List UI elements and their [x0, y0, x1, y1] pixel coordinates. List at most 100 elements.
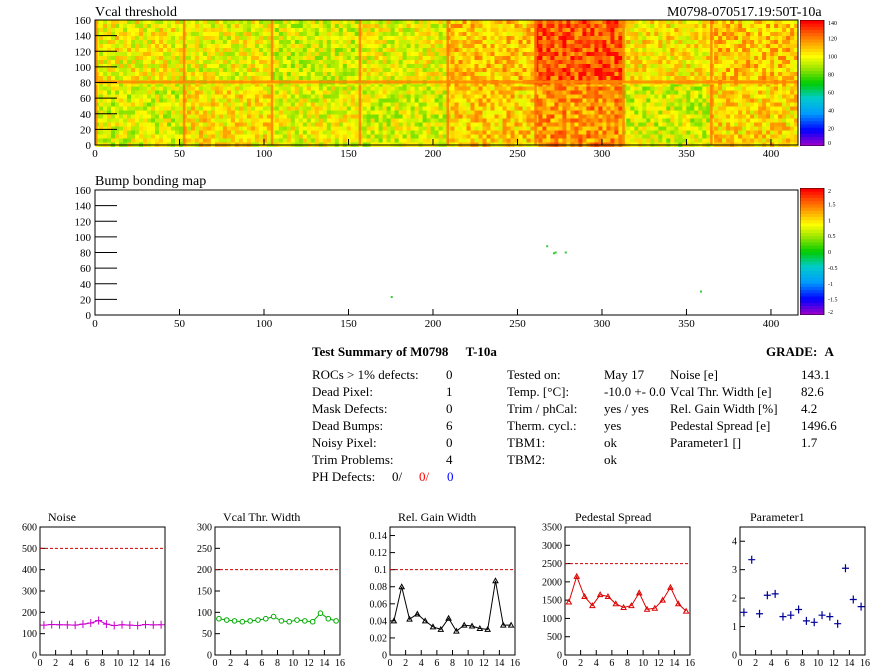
heat1-cell [230, 82, 236, 87]
heat1-cell [175, 52, 180, 57]
heat1-cell [474, 60, 479, 65]
heat1-cell [163, 68, 168, 73]
heat1-cell [115, 82, 120, 87]
heat1-cell [286, 98, 292, 103]
heat1-cell [518, 106, 523, 111]
heat1-cell [414, 52, 419, 57]
heat1-cell [658, 138, 663, 143]
heat1-cell [702, 24, 707, 29]
heat1-cell [242, 110, 248, 115]
heat1-cell [274, 134, 280, 139]
heat1-cell [123, 28, 128, 33]
heat1-cell [438, 114, 443, 119]
heat1-cell [163, 48, 168, 53]
heat1-cell [326, 90, 332, 95]
heat1-cell [322, 36, 328, 41]
heat1-cell [542, 44, 547, 49]
heat1-cell [606, 24, 611, 29]
heat1-cell [558, 118, 563, 123]
heat1-cell [334, 82, 340, 87]
heat1-cell [370, 134, 375, 139]
heat1-cell [754, 114, 759, 119]
heat1-cell [123, 60, 128, 65]
heat1-cell [578, 72, 583, 77]
heat1-cell [414, 48, 419, 53]
heat1-cell [762, 114, 767, 119]
heat1-cell [666, 82, 671, 87]
heat1-cell [298, 24, 304, 29]
heat1-cell [654, 110, 659, 115]
heat1-cell [274, 48, 280, 53]
heat1-cell [298, 130, 304, 135]
heat1-cell [350, 98, 356, 103]
heat1-cell [430, 52, 435, 57]
heat1-cell [542, 72, 547, 77]
heat1-cell [342, 60, 348, 65]
heat1-cell [286, 130, 292, 135]
heat1-cell [294, 82, 300, 87]
heat1-cell [410, 110, 415, 115]
heat1-cell [430, 36, 435, 41]
heat1-cell [115, 134, 120, 139]
heat1-cell [786, 110, 791, 115]
heat1-cell [234, 122, 240, 127]
heat1-cell [414, 44, 419, 49]
heat1-cell [143, 72, 148, 77]
heat1-cell [674, 94, 679, 99]
heat1-cell [766, 130, 771, 135]
heat1-cell [139, 90, 144, 95]
heat1-cell [131, 82, 136, 87]
heat1-cell [774, 138, 779, 143]
heat1-cell [558, 40, 563, 45]
heat1-cell [566, 48, 571, 53]
heat1-cell [107, 118, 112, 123]
heat1-cell [762, 130, 767, 135]
heat1-cell [198, 134, 204, 139]
heat1-cell [670, 24, 675, 29]
heat1-block-edge [270, 82, 274, 145]
heat1-cell [470, 24, 475, 29]
heat1-cell [426, 110, 431, 115]
heat1-cell [714, 134, 719, 139]
heat1-cell [570, 82, 575, 87]
heat1-cell [230, 28, 236, 33]
heat1-cell [550, 122, 555, 127]
heat1-cell [242, 64, 248, 69]
heat1-cell [366, 20, 371, 25]
heat1-cell [574, 60, 579, 65]
heat1-cell [770, 110, 775, 115]
heat1-cell [374, 72, 379, 77]
heat1-cell [266, 94, 272, 99]
heat1-cell [258, 118, 264, 123]
heat1-cell [482, 72, 487, 77]
heat1-cell [338, 126, 344, 131]
heat1-cell [594, 24, 599, 29]
heat1-cell [282, 130, 288, 135]
heat1-cell [594, 98, 599, 103]
heat1-cell [426, 138, 431, 143]
heat1-cell [386, 28, 391, 33]
heat1-cell [262, 98, 268, 103]
heat1-cell [171, 106, 176, 111]
heat1-cell [234, 52, 240, 57]
heat1-cell [354, 68, 360, 73]
heat1-cell [754, 134, 759, 139]
heat1-cell [498, 82, 503, 87]
heat1-cell [346, 56, 352, 61]
heat1-cell [234, 48, 240, 53]
heat1-cell [510, 20, 515, 25]
heat1-cell [766, 106, 771, 111]
heat1-cell [422, 44, 427, 49]
heat1-cell [602, 122, 607, 127]
heat1-cell [574, 68, 579, 73]
heat1-cell [478, 20, 483, 25]
heat1-cell [306, 32, 312, 37]
heat1-cell [630, 86, 635, 91]
heat1-cell [242, 36, 248, 41]
heat1-cell [103, 106, 108, 111]
heat1-cell [139, 64, 144, 69]
heat1-cell [718, 110, 723, 115]
heat1-cell [406, 40, 411, 45]
heat1-cell [674, 130, 679, 135]
heat1-cell [450, 126, 455, 131]
